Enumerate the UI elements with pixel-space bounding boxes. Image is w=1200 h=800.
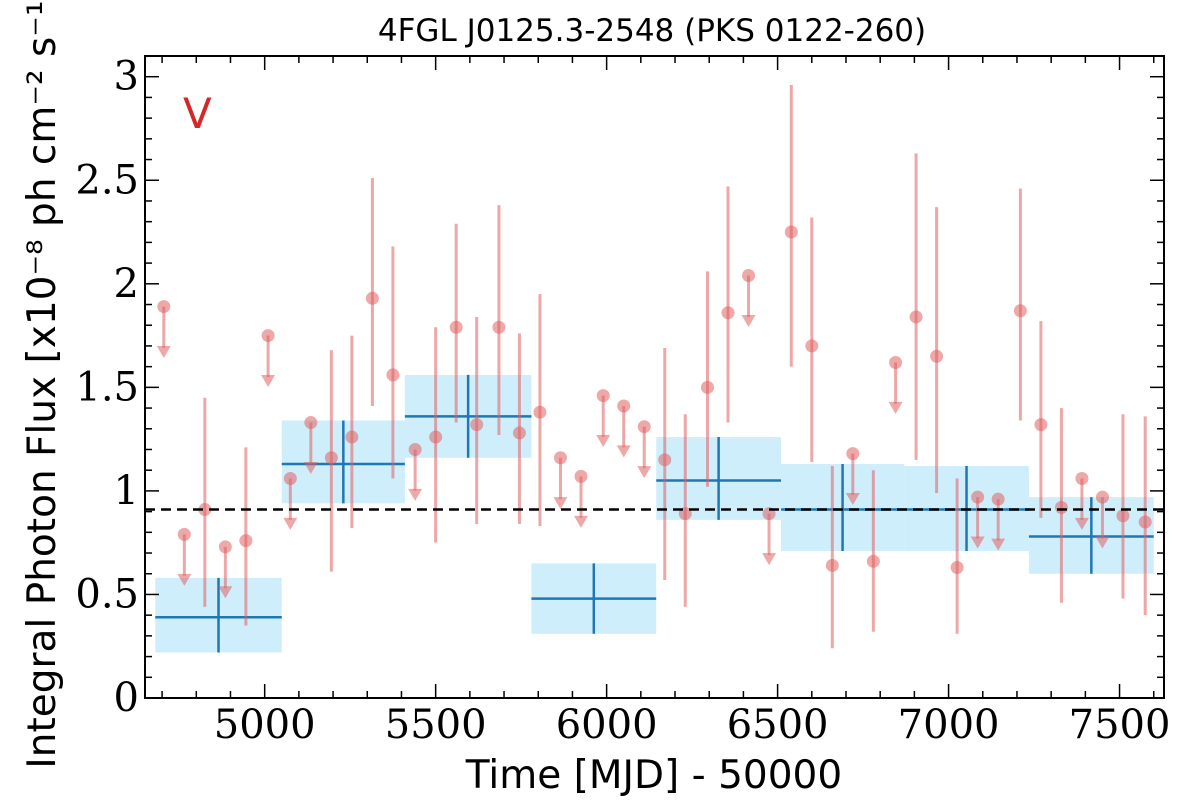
flux-point bbox=[617, 399, 631, 413]
flux-point bbox=[596, 389, 610, 403]
flux-point bbox=[991, 492, 1005, 506]
flux-point bbox=[470, 418, 484, 432]
upper-limit-arrow-head bbox=[741, 314, 756, 327]
flux-point bbox=[512, 426, 526, 440]
flux-point bbox=[239, 534, 253, 548]
flux-point bbox=[658, 453, 672, 467]
flux-point bbox=[637, 420, 651, 434]
flux-point bbox=[1138, 515, 1152, 529]
upper-limit-arrow-head bbox=[970, 536, 985, 549]
y-axis-label: Integral Photon Flux [x10⁻⁸ ph cm⁻² s⁻¹] bbox=[20, 0, 65, 769]
x-tick-label: 6500 bbox=[727, 702, 829, 748]
upper-limit-arrow-head bbox=[283, 517, 298, 530]
flux-point bbox=[1116, 509, 1130, 523]
upper-limit-arrow-head bbox=[573, 515, 588, 528]
upper-limit-arrow-head bbox=[553, 497, 568, 510]
upper-limit-arrow-head bbox=[1095, 536, 1110, 549]
y-tick-label: 1.5 bbox=[75, 364, 139, 410]
flux-point bbox=[198, 503, 212, 517]
flux-point bbox=[825, 558, 839, 572]
y-tick-label: 2.5 bbox=[75, 157, 139, 203]
flux-point bbox=[721, 306, 735, 320]
flux-point bbox=[1013, 304, 1027, 318]
long-bins-layer bbox=[155, 374, 1154, 653]
upper-limit-arrow-head bbox=[261, 375, 276, 387]
flux-point bbox=[805, 339, 819, 353]
y-tick-label: 1 bbox=[114, 468, 139, 514]
upper-limit-arrow-head bbox=[991, 538, 1006, 551]
flux-point bbox=[784, 225, 798, 239]
upper-limit-arrow-head bbox=[762, 553, 777, 566]
flux-point bbox=[304, 416, 318, 430]
plot-frame bbox=[144, 55, 1165, 699]
flux-point bbox=[324, 451, 338, 465]
x-tick-label: 7500 bbox=[1069, 702, 1171, 748]
x-tick-label: 7000 bbox=[898, 702, 1000, 748]
flux-point bbox=[930, 349, 944, 363]
flux-point bbox=[909, 310, 923, 324]
flux-point bbox=[218, 540, 232, 554]
upper-limit-arrow-head bbox=[888, 401, 903, 414]
flux-point bbox=[492, 320, 506, 334]
panel-label: V bbox=[183, 89, 212, 138]
x-tick-label: 5500 bbox=[385, 702, 487, 748]
flux-point bbox=[345, 430, 359, 444]
chart-title: 4FGL J0125.3-2548 (PKS 0122-260) bbox=[378, 13, 926, 49]
flux-point bbox=[177, 527, 191, 541]
flux-point bbox=[533, 405, 547, 419]
flux-point bbox=[742, 269, 756, 283]
flux-point bbox=[1054, 500, 1068, 514]
y-tick-label: 0.5 bbox=[75, 571, 139, 617]
flux-point bbox=[950, 561, 964, 575]
x-tick-label: 6000 bbox=[556, 702, 658, 748]
flux-point bbox=[386, 368, 400, 382]
flux-point bbox=[889, 356, 903, 370]
axis-ticks: 5000 5500 6000 6500 7000 7500 0 0.5 1 1.5 2 2.5 3 bbox=[75, 54, 1170, 748]
y-tick-label: 0 bbox=[114, 675, 139, 721]
flux-point bbox=[283, 471, 297, 485]
flux-point bbox=[846, 447, 860, 461]
flux-point bbox=[261, 329, 275, 343]
flux-point bbox=[408, 442, 422, 456]
y-tick-label: 3 bbox=[114, 54, 139, 100]
upper-limit-arrow-head bbox=[408, 488, 423, 501]
flux-point bbox=[553, 451, 567, 465]
flux-point bbox=[866, 554, 880, 568]
x-tick-label: 5000 bbox=[214, 702, 316, 748]
upper-limit-arrow-head bbox=[596, 435, 611, 448]
short-bins-layer bbox=[156, 84, 1152, 649]
flux-point bbox=[574, 469, 588, 483]
upper-limit-arrow-head bbox=[156, 346, 171, 359]
flux-point bbox=[449, 320, 463, 334]
upper-limit-arrow-head bbox=[845, 493, 860, 506]
flux-point bbox=[971, 490, 985, 504]
flux-point bbox=[157, 300, 171, 314]
flux-point bbox=[1034, 418, 1048, 432]
flux-point bbox=[1075, 471, 1089, 485]
upper-limit-arrow-head bbox=[1074, 517, 1089, 530]
upper-limit-arrow-head bbox=[218, 586, 233, 599]
upper-limit-arrow-head bbox=[637, 466, 652, 479]
y-tick-label: 2 bbox=[114, 261, 139, 307]
x-axis-label: Time [MJD] - 50000 bbox=[465, 753, 842, 798]
flux-point bbox=[701, 380, 715, 394]
upper-limit-arrow-head bbox=[303, 461, 318, 474]
upper-limit-arrow-head bbox=[616, 445, 631, 458]
flux-point bbox=[429, 430, 443, 444]
flux-point bbox=[365, 291, 379, 305]
upper-limit-arrow-head bbox=[177, 573, 192, 586]
flux-point bbox=[1095, 490, 1109, 504]
